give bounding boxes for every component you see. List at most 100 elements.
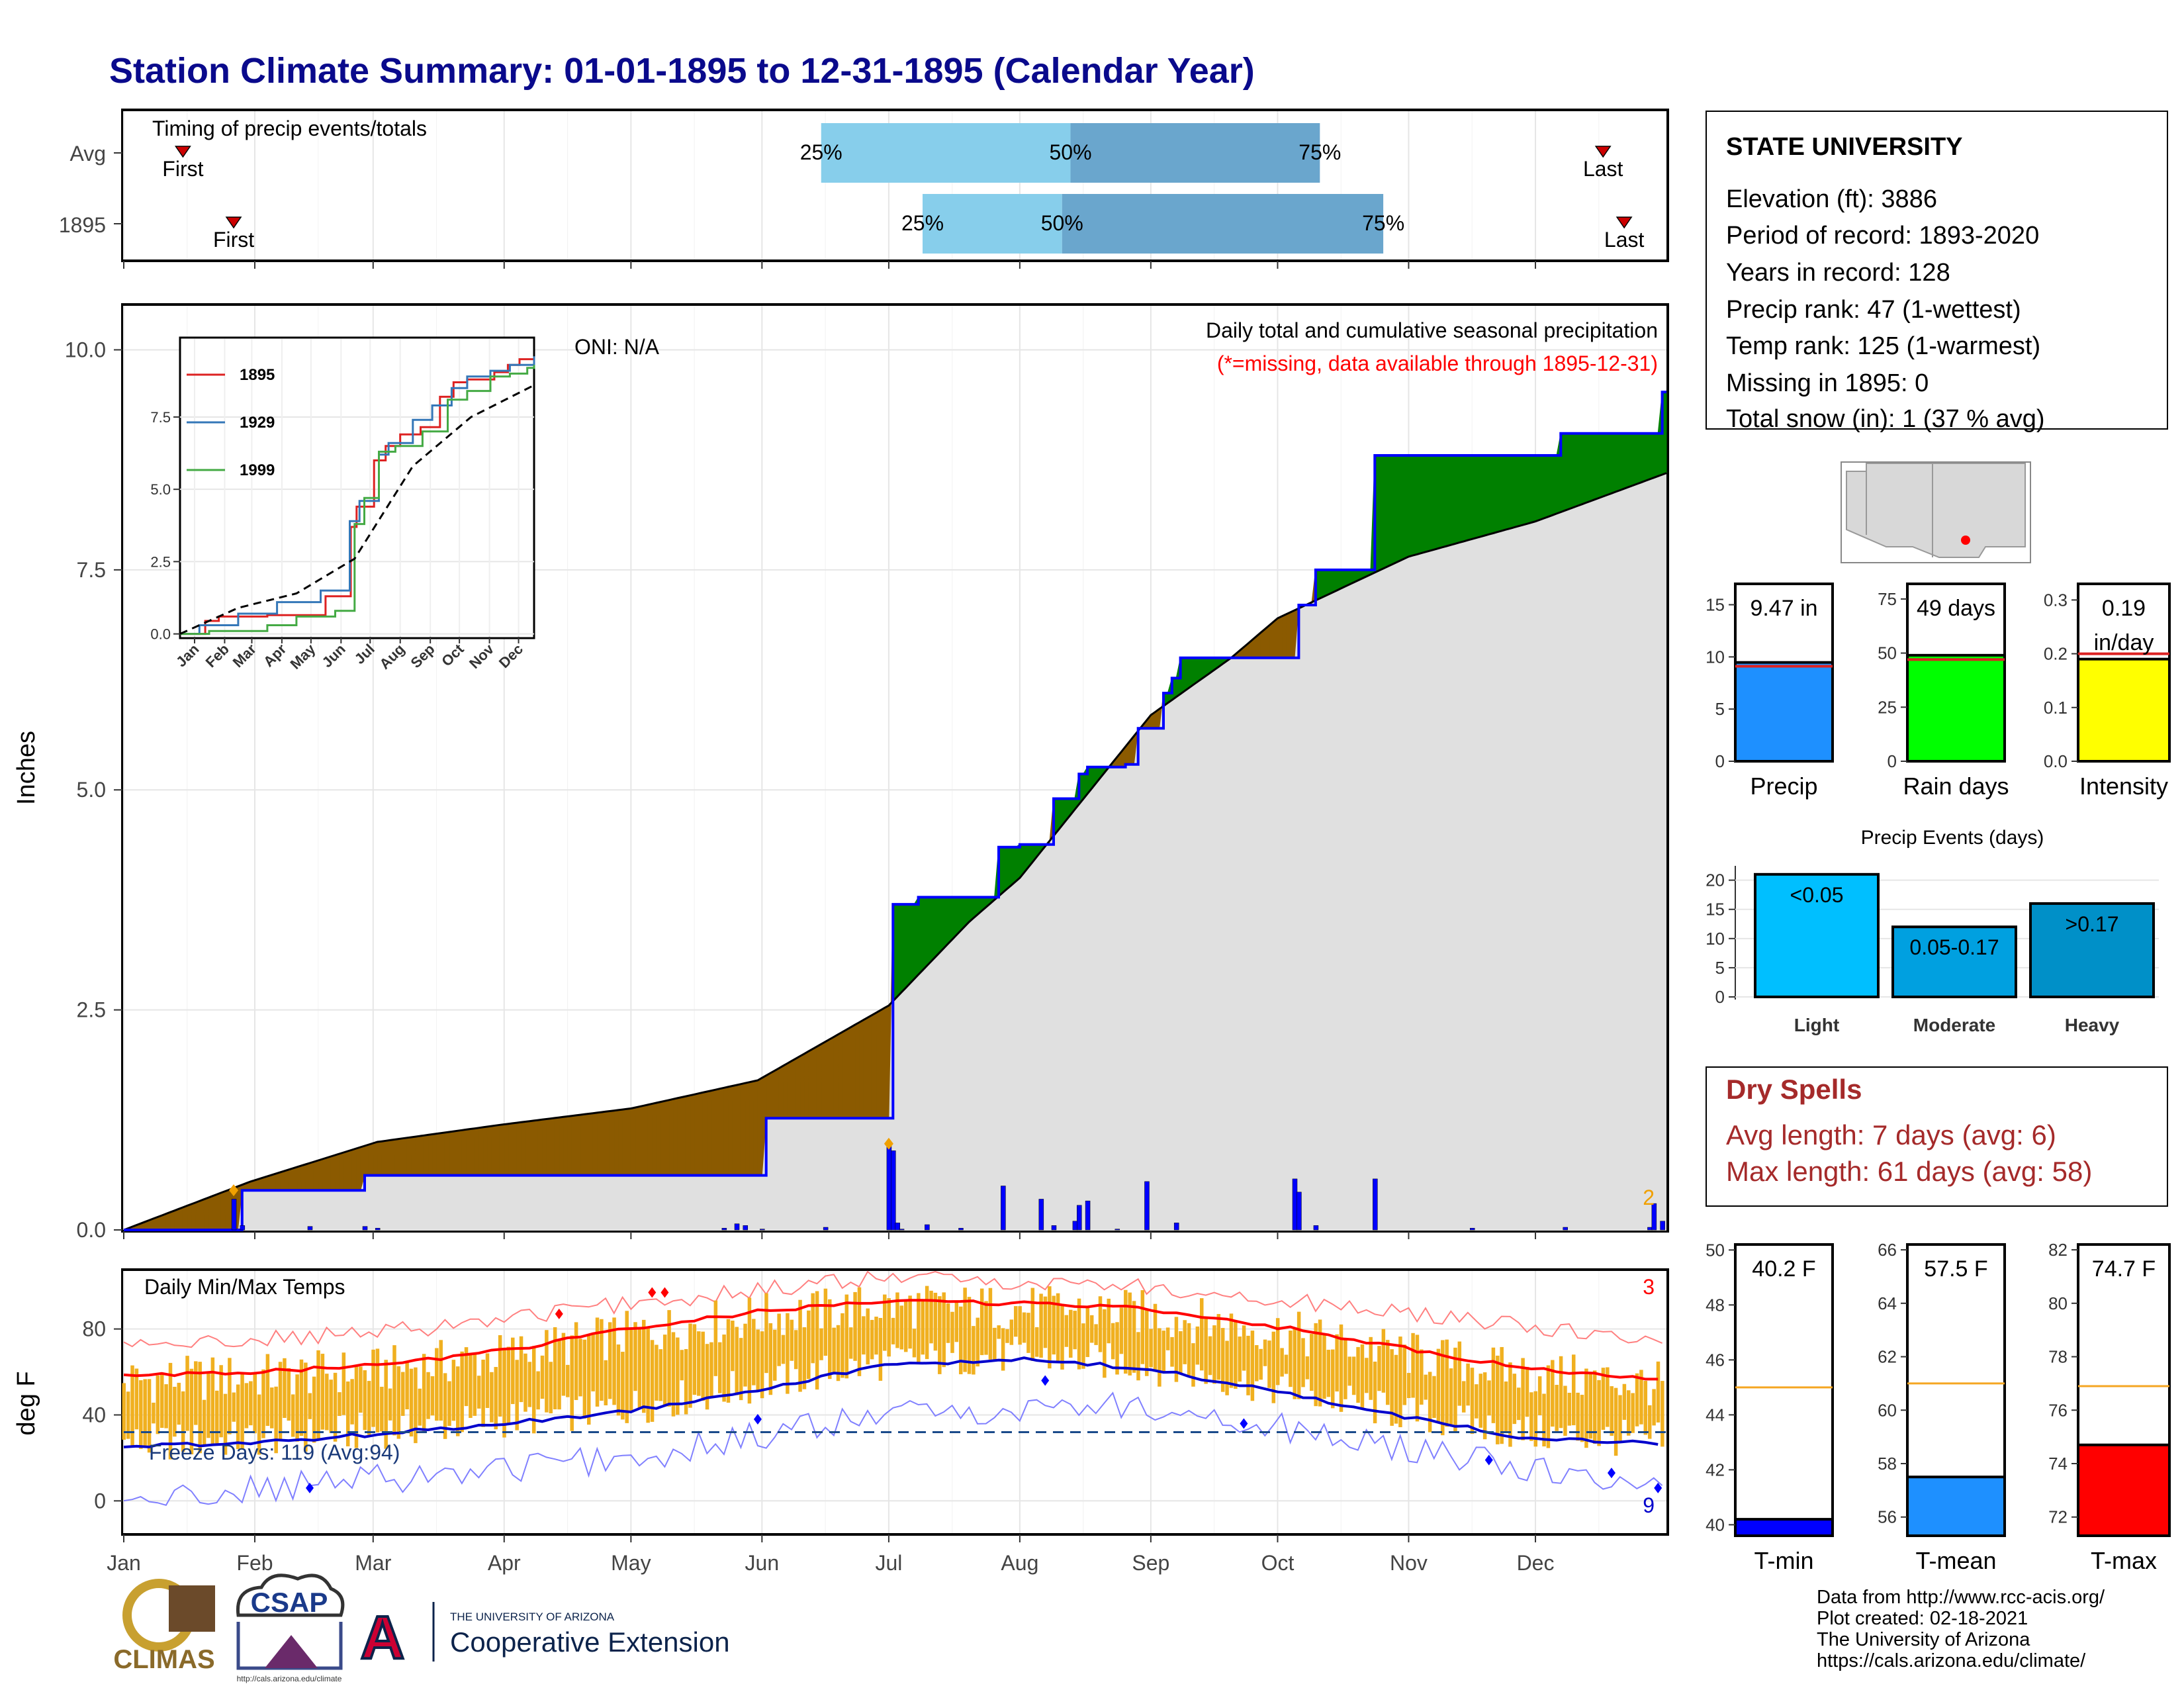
temp-record-marker: [305, 1482, 314, 1493]
daily-temp-bar: [367, 1381, 371, 1435]
daily-temp-bar: [1457, 1341, 1462, 1406]
daily-temp-bar: [549, 1362, 553, 1414]
daily-temp-bar: [485, 1353, 490, 1408]
temp-ytick-label: 40: [82, 1403, 106, 1427]
daily-temp-bar: [866, 1308, 870, 1365]
daily-temp-bar: [477, 1376, 481, 1409]
daily-temp-bar: [185, 1356, 189, 1431]
daily-precip-bar: [1077, 1205, 1082, 1231]
footer-line: Data from http://www.rcc-acis.org/: [1817, 1587, 2105, 1608]
daily-temp-bar: [942, 1292, 946, 1368]
daily-precip-bar: [1292, 1178, 1298, 1231]
daily-temp-bar: [1521, 1358, 1525, 1440]
daily-temp-bar: [688, 1323, 692, 1408]
daily-temp-bar: [1415, 1335, 1420, 1422]
daily-temp-bar: [1470, 1368, 1475, 1434]
daily-temp-bar: [1107, 1298, 1111, 1344]
gauge-ytick-label: 0.3: [2044, 590, 2068, 610]
dry-spells-title: Dry Spells: [1726, 1074, 1862, 1105]
daily-temp-bar: [1516, 1387, 1521, 1421]
temp-title: Daily Min/Max Temps: [144, 1275, 345, 1299]
daily-temp-bar: [1158, 1328, 1161, 1387]
daily-precip-bar: [362, 1226, 368, 1231]
daily-temp-bar: [392, 1345, 396, 1436]
events-bar: [1754, 872, 1880, 999]
daily-temp-bar: [1246, 1335, 1250, 1395]
daily-temp-bar: [274, 1386, 278, 1454]
daily-temp-bar: [1238, 1336, 1242, 1382]
daily-temp-bar: [1195, 1326, 1200, 1365]
daily-temp-bar: [380, 1386, 384, 1432]
daily-temp-bar: [498, 1335, 502, 1417]
precip-ylabel: Inches: [13, 731, 40, 805]
daily-temp-bar: [1487, 1380, 1491, 1416]
daily-temp-bar: [295, 1374, 299, 1442]
daily-temp-bar: [899, 1305, 904, 1350]
daily-precip-bar: [1647, 1227, 1653, 1231]
daily-precip-bar: [1297, 1192, 1302, 1231]
daily-temp-bar: [1322, 1335, 1326, 1399]
daily-temp-bar: [616, 1344, 621, 1416]
events-bar-label: <0.05: [1790, 883, 1844, 907]
daily-temp-bar: [164, 1384, 168, 1429]
daily-temp-bar: [1034, 1327, 1039, 1357]
daily-temp-bar: [143, 1379, 147, 1446]
timing-p50-label: 50%: [1041, 211, 1083, 235]
daily-precip-bar: [307, 1226, 313, 1231]
daily-temp-bar: [984, 1301, 988, 1355]
daily-temp-bar: [1073, 1311, 1077, 1350]
station-line: Precip rank: 47 (1-wettest): [1726, 296, 2021, 324]
daily-temp-bar: [359, 1366, 363, 1413]
month-label: Mar: [355, 1551, 391, 1575]
daily-temp-bar: [1191, 1343, 1195, 1387]
daily-temp-bar: [1525, 1366, 1529, 1417]
daily-temp-bar: [1606, 1367, 1610, 1427]
daily-temp-bar: [655, 1344, 659, 1401]
daily-temp-bar: [963, 1288, 967, 1372]
daily-temp-bar: [1009, 1319, 1014, 1345]
daily-precip-bar: [231, 1199, 237, 1231]
daily-temp-bar: [418, 1388, 422, 1426]
daily-temp-bar: [257, 1394, 261, 1455]
daily-temp-bar: [1500, 1346, 1504, 1444]
ua-big-text: Cooperative Extension: [450, 1626, 730, 1658]
daily-temp-bar: [1601, 1368, 1606, 1430]
footer-credits: Data from http://www.rcc-acis.org/ Plot …: [1817, 1587, 2105, 1671]
daily-temp-bar: [946, 1303, 950, 1343]
gauge-category-label: T-mean: [1915, 1547, 1996, 1574]
daily-temp-bar: [469, 1353, 473, 1419]
footer-line: The University of Arizona: [1817, 1629, 2030, 1650]
daily-temp-bar: [979, 1288, 984, 1356]
gauge-ytick-label: 10: [1706, 647, 1725, 667]
daily-temp-bar: [1661, 1381, 1664, 1447]
daily-temp-bar: [933, 1292, 938, 1351]
gauge-category-label: T-max: [2091, 1547, 2157, 1574]
gauge-value-label: in/day: [2094, 630, 2154, 655]
daily-temp-bar: [270, 1387, 274, 1429]
daily-temp-bar: [1271, 1331, 1276, 1403]
gauge-ytick-label: 78: [2048, 1347, 2068, 1367]
dry-spells-max: Max length: 61 days (avg: 58): [1726, 1156, 2092, 1187]
events-ytick-label: 20: [1706, 870, 1725, 890]
daily-temp-bar: [156, 1375, 160, 1434]
daily-temp-bar: [887, 1298, 891, 1357]
daily-temp-bar: [1103, 1309, 1107, 1378]
daily-temp-bar: [291, 1394, 295, 1437]
daily-temp-bar: [1588, 1374, 1593, 1439]
daily-temp-bar: [790, 1319, 794, 1361]
daily-temp-bar: [1115, 1322, 1119, 1375]
daily-temp-bar: [515, 1360, 519, 1430]
daily-precip-bar: [1038, 1199, 1044, 1231]
events-ytick-label: 0: [1715, 987, 1725, 1007]
daily-temp-bar: [1085, 1306, 1090, 1358]
station-name: STATE UNIVERSITY: [1726, 133, 1963, 161]
daily-temp-bar: [1512, 1374, 1517, 1425]
daily-temp-bar: [308, 1393, 312, 1419]
daily-temp-bar: [752, 1319, 756, 1385]
daily-temp-bar: [938, 1296, 942, 1374]
ua-letter: A: [361, 1604, 404, 1671]
daily-temp-bar: [1386, 1340, 1390, 1405]
daily-temp-bar: [553, 1327, 557, 1410]
daily-temp-bar: [198, 1362, 202, 1454]
inset-legend-label: 1999: [240, 461, 275, 479]
